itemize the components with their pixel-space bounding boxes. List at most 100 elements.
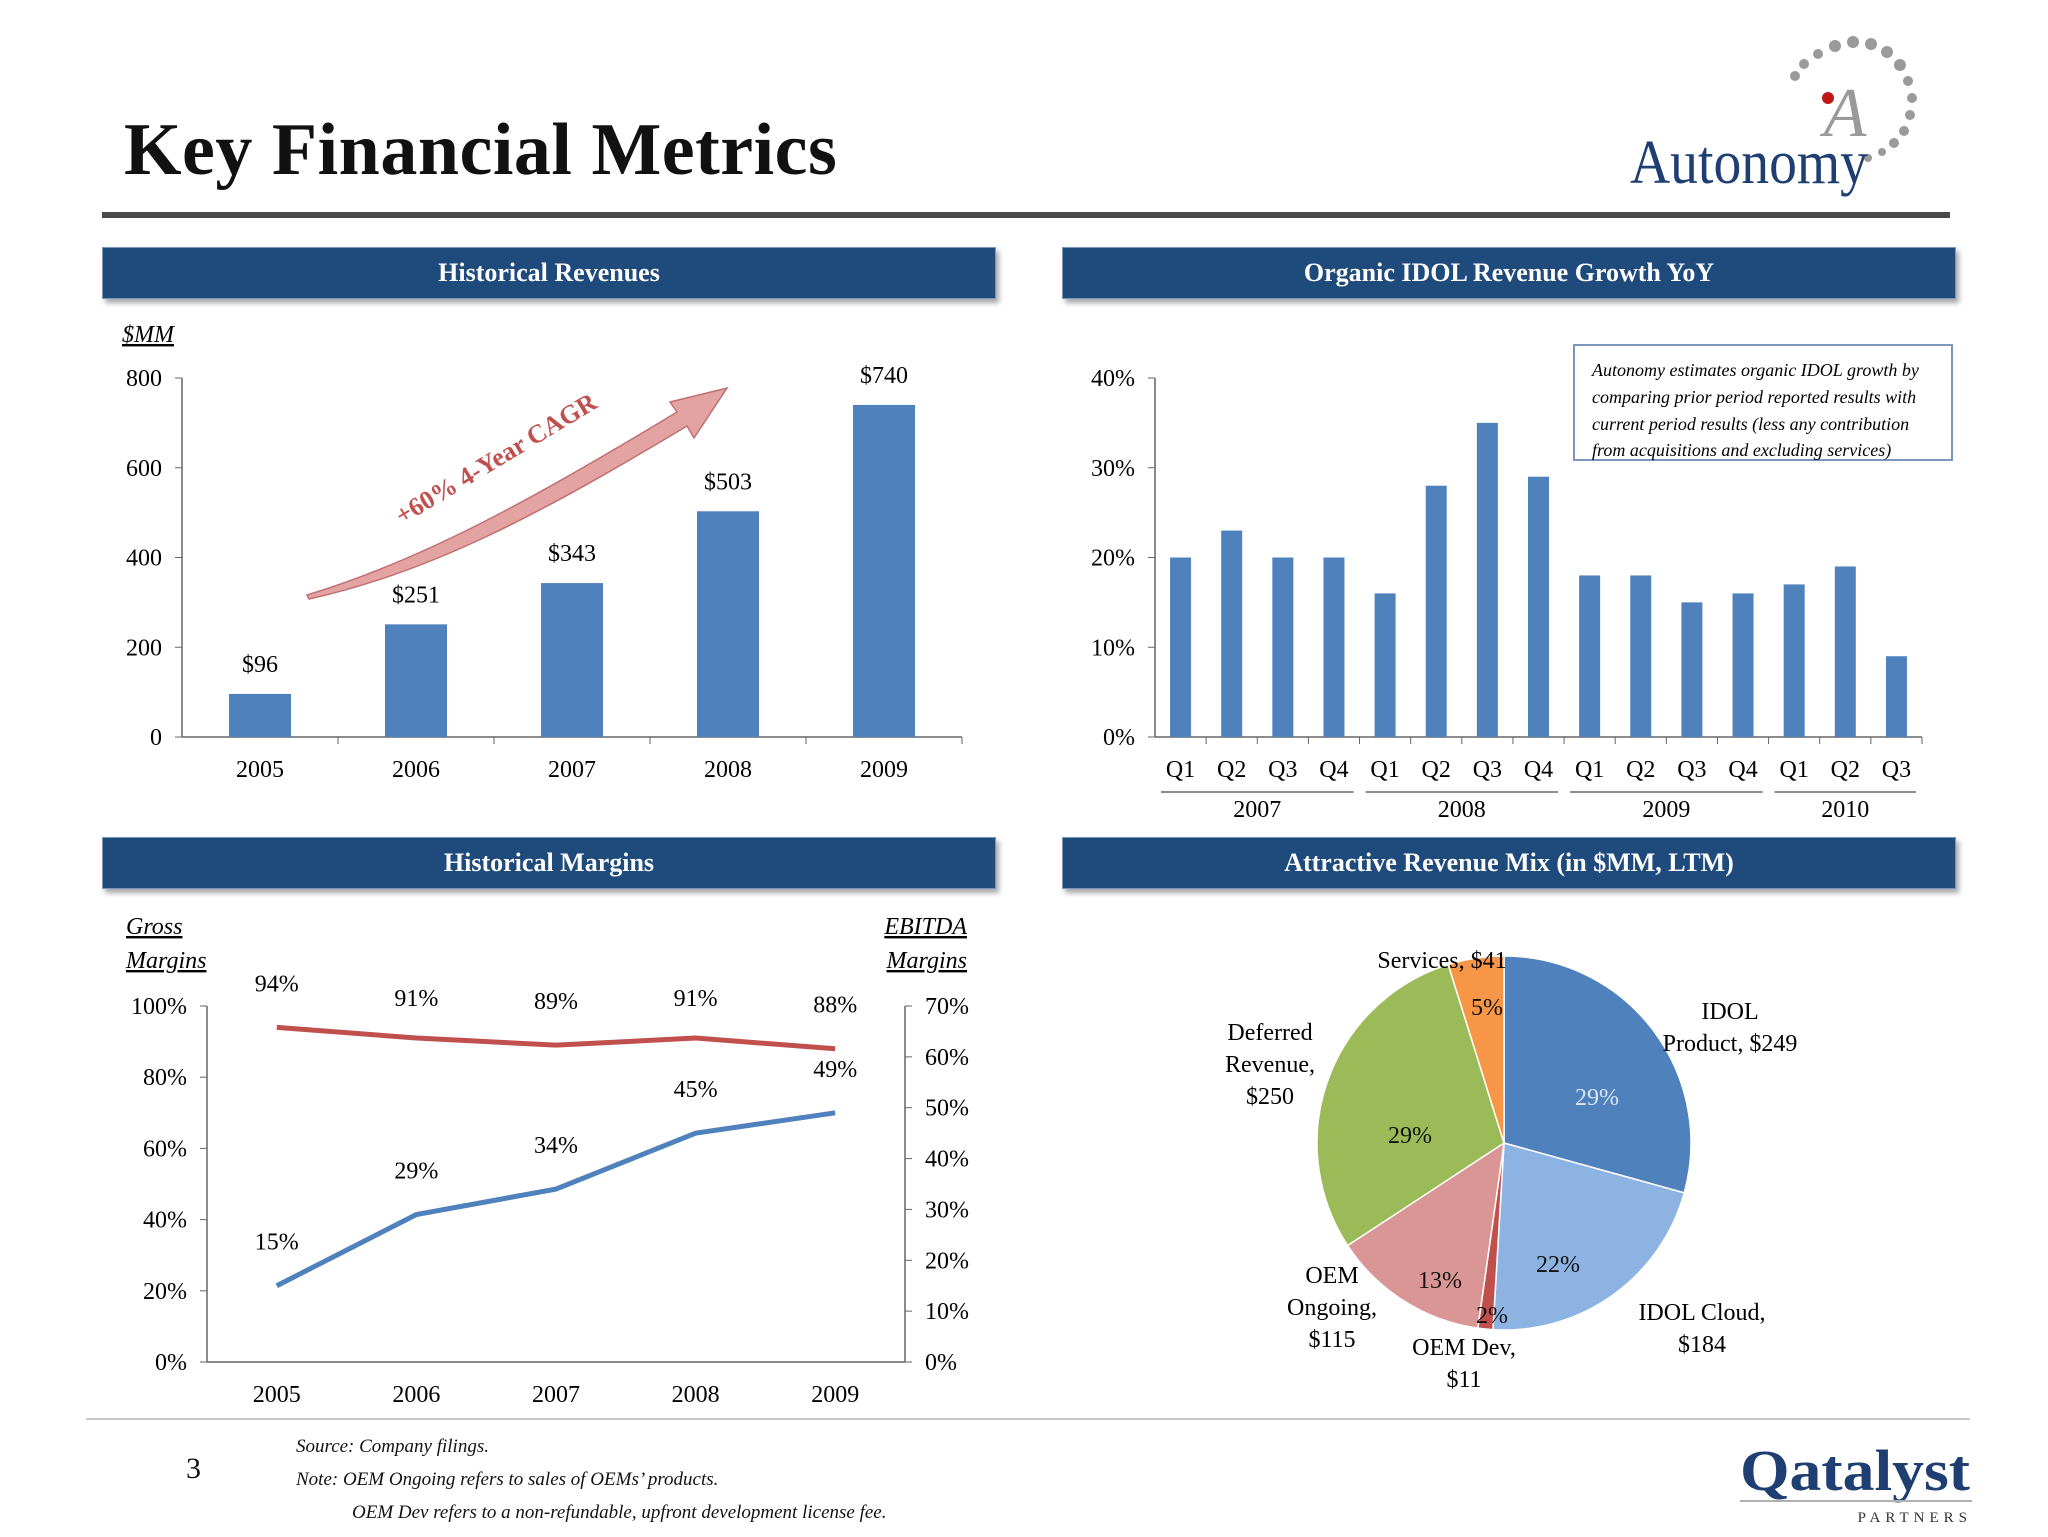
idol-x-tick-label: Q2 [1217, 757, 1246, 783]
margin-left-tick-label: 0% [155, 1350, 187, 1376]
idol-year-label: 2008 [1438, 797, 1486, 823]
margin-right-tick-label: 30% [925, 1197, 969, 1223]
idol-y-tick-label: 30% [1091, 456, 1135, 482]
margin-right-tick-label: 50% [925, 1096, 969, 1122]
revenue-data-label: $740 [860, 363, 908, 389]
idol-x-tick-label: Q4 [1524, 757, 1553, 783]
panel-header-historical-revenues: Historical Revenues [102, 247, 996, 299]
idol-y-tick-label: 40% [1091, 366, 1135, 392]
historical-margins-chart: Gross Margins EBITDA Margins 0% 20% 40% 60%… [125, 914, 969, 1408]
gross-axis-title-2: Margins [125, 948, 206, 974]
idol-bar [1528, 476, 1549, 737]
pie-pct-label: 2% [1476, 1303, 1508, 1329]
svg-text:A: A [1820, 75, 1867, 152]
idol-note-line1: Autonomy estimates organic IDOL growth b… [1591, 360, 1919, 380]
pie-pct-label: 13% [1418, 1268, 1462, 1294]
idol-bar [1783, 584, 1805, 737]
gross-margin-label: 89% [534, 989, 578, 1015]
ebitda-margin-label: 29% [394, 1159, 438, 1185]
margin-left-tick-label: 40% [143, 1208, 187, 1234]
pie-category-label: $250 [1246, 1084, 1294, 1110]
margin-left-tick-label: 100% [131, 994, 187, 1020]
margin-x-tick-label: 2006 [392, 1382, 440, 1408]
pie-category-label: $11 [1446, 1367, 1481, 1393]
pie-category-label: IDOL [1701, 999, 1758, 1025]
pie-category-label: IDOL Cloud, [1638, 1300, 1765, 1326]
footer-source: Source: Company filings. [296, 1436, 489, 1457]
page-title: Key Financial Metrics [124, 109, 838, 191]
idol-bar [1579, 575, 1601, 737]
revenue-x-tick-label: 2009 [860, 757, 908, 783]
idol-bar [1681, 602, 1703, 737]
ebitda-margin-label: 45% [674, 1077, 718, 1103]
idol-x-tick-label: Q4 [1728, 757, 1757, 783]
margin-right-tick-label: 60% [925, 1045, 969, 1071]
revenue-y-tick-label: 0 [150, 725, 162, 751]
footer-divider [86, 1418, 1970, 1420]
idol-x-tick-label: Q3 [1473, 757, 1502, 783]
gross-margin-line [276, 1024, 836, 1052]
revenue-unit-label: $MM [122, 322, 176, 348]
pie-category-label: $115 [1308, 1327, 1355, 1353]
revenue-y-tick-label: 400 [126, 546, 162, 572]
qatalyst-logo-text: Qatalyst [1740, 1438, 1971, 1503]
pie-category-label: Ongoing, [1287, 1295, 1377, 1321]
revenue-data-label: $96 [242, 652, 278, 678]
margin-x-tick-label: 2009 [811, 1382, 859, 1408]
cagr-arrow: +60% 4-Year CAGR [305, 386, 729, 600]
margin-right-tick-label: 70% [925, 994, 969, 1020]
idol-bar [1221, 530, 1243, 737]
panel-header-revenue-mix: Attractive Revenue Mix (in $MM, LTM) [1062, 837, 1956, 889]
panel-header-historical-margins: Historical Margins [102, 837, 996, 889]
revenue-data-label: $503 [704, 469, 752, 495]
idol-x-tick-label: Q3 [1677, 757, 1706, 783]
gross-margin-label: 94% [255, 971, 299, 997]
title-divider [102, 212, 1950, 218]
idol-bar [1272, 557, 1294, 737]
revenue-bar [697, 511, 759, 737]
revenue-x-tick-label: 2006 [392, 757, 440, 783]
margin-left-tick-label: 20% [143, 1279, 187, 1305]
pie-slice-idol-cloud [1492, 1142, 1686, 1331]
gross-margin-label: 91% [674, 986, 718, 1012]
revenue-data-label: $251 [392, 582, 440, 608]
revenue-bar [229, 693, 291, 737]
idol-x-tick-label: Q4 [1319, 757, 1348, 783]
idol-x-tick-label: Q2 [1626, 757, 1655, 783]
idol-x-tick-label: Q1 [1370, 757, 1399, 783]
idol-note-line3: current period results (less any contrib… [1592, 414, 1909, 435]
footer-note-2: OEM Dev refers to a non-refundable, upfr… [352, 1502, 887, 1523]
idol-bar [1630, 575, 1652, 737]
idol-note-line4: from acquisitions and excluding services… [1592, 440, 1891, 461]
ebitda-axis-title-2: Margins [886, 948, 967, 974]
revenue-bar [853, 404, 915, 737]
qatalyst-logo: Qatalyst PARTNERS [1740, 1432, 1980, 1537]
ebitda-margin-label: 34% [534, 1133, 578, 1159]
autonomy-logo: A Autonomy [1620, 28, 1960, 208]
idol-bar [1732, 593, 1754, 737]
revenue-bar [541, 583, 603, 737]
idol-x-tick-label: Q1 [1779, 757, 1808, 783]
revenue-y-tick-label: 200 [126, 635, 162, 661]
margin-right-tick-label: 10% [925, 1299, 969, 1325]
panel-header-idol-growth: Organic IDOL Revenue Growth YoY [1062, 247, 1956, 299]
idol-bar [1476, 422, 1498, 737]
idol-year-label: 2010 [1821, 797, 1869, 823]
revenue-x-tick-label: 2008 [704, 757, 752, 783]
ebitda-axis-title-1: EBITDA [883, 914, 967, 940]
qatalyst-logo-sub: PARTNERS [1858, 1510, 1972, 1526]
ebitda-margin-label: 15% [255, 1230, 299, 1256]
pie-slice-oem-ongoing [1346, 1141, 1505, 1330]
idol-note-box: Autonomy estimates organic IDOL growth b… [1573, 344, 1953, 461]
revenue-data-label: $343 [548, 541, 596, 567]
pie-pct-label: 29% [1388, 1123, 1432, 1149]
autonomy-logo-text: Autonomy [1630, 129, 1868, 197]
pie-pct-label: 29% [1575, 1085, 1619, 1111]
pie-category-label: Deferred [1227, 1020, 1312, 1046]
margin-left-tick-label: 80% [143, 1065, 187, 1091]
pie-category-label: Product, $249 [1663, 1031, 1798, 1057]
idol-bar [1323, 557, 1345, 737]
gross-axis-title-1: Gross [126, 914, 182, 940]
idol-x-tick-label: Q2 [1831, 757, 1860, 783]
pie-category-label: Revenue, [1225, 1052, 1315, 1078]
